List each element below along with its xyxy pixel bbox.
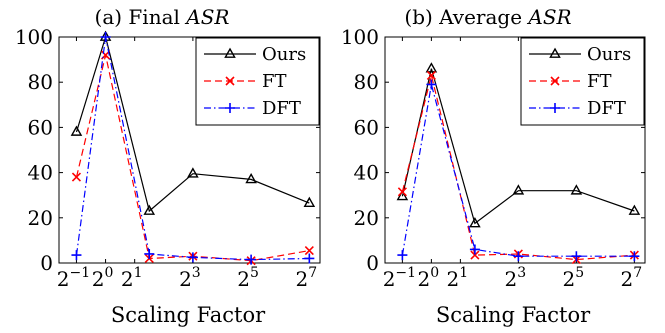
- legend-marker-ours: [549, 47, 561, 58]
- data-point-ours: [628, 204, 641, 215]
- data-point-ft: [304, 246, 314, 256]
- data-point-ft: [426, 70, 436, 80]
- y-tick-label: 0: [366, 251, 379, 275]
- data-point-ours: [245, 172, 257, 184]
- data-point-ft: [71, 172, 82, 182]
- x-tick-label: 20: [92, 265, 114, 291]
- legend-label: FT: [262, 71, 287, 92]
- y-tick-label: 80: [28, 70, 53, 94]
- x-tick-label: 20: [418, 265, 440, 291]
- legend-marker-ft: [225, 76, 235, 86]
- series-line-dft: [75, 36, 310, 261]
- series-line-ours: [75, 34, 310, 213]
- y-tick-label: 60: [28, 115, 53, 139]
- data-point-ours: [570, 184, 583, 195]
- series-dft: [397, 79, 640, 262]
- y-tick-label: 0: [40, 251, 53, 275]
- legend-marker-ours: [224, 47, 236, 58]
- data-point-ours: [396, 189, 409, 201]
- y-tick-label: 100: [15, 25, 53, 49]
- legend-marker-dft: [225, 103, 235, 113]
- series-ours: [396, 62, 641, 228]
- y-tick-label: 80: [354, 70, 379, 94]
- data-point-dft: [629, 251, 640, 262]
- x-tick-label: 23: [505, 265, 527, 291]
- data-point-ft: [397, 187, 407, 197]
- data-point-dft: [426, 79, 437, 90]
- chart-title-metric: ASR: [526, 5, 571, 29]
- data-point-dft: [144, 248, 155, 259]
- data-point-dft: [71, 250, 82, 261]
- x-tick-label: 2−1: [57, 265, 90, 291]
- chart-title: (a) Final ASR: [95, 5, 230, 29]
- legend-label: FT: [587, 71, 612, 92]
- data-point-ours: [425, 62, 438, 73]
- data-point-ft: [470, 250, 480, 260]
- data-point-dft: [187, 252, 198, 263]
- y-tick-label: 100: [341, 25, 379, 49]
- x-axis-label: Scaling Factor: [436, 303, 591, 327]
- data-point-ours: [303, 196, 316, 208]
- y-tick-label: 40: [28, 161, 53, 185]
- y-tick-label: 20: [28, 206, 53, 230]
- x-tick-label: 21: [121, 265, 143, 291]
- x-tick-label: 25: [237, 265, 259, 291]
- data-point-dft: [571, 251, 582, 262]
- data-point-dft: [100, 32, 111, 42]
- chart-title-prefix: (a) Final: [95, 5, 187, 29]
- legend-label: DFT: [587, 98, 626, 119]
- series-line-dft: [401, 84, 635, 257]
- y-tick-label: 60: [354, 115, 379, 139]
- x-axis-label: Scaling Factor: [111, 303, 266, 327]
- data-point-ours: [469, 217, 481, 228]
- x-tick-label: 27: [621, 265, 643, 291]
- plot-frame: [58, 36, 321, 264]
- data-point-dft: [304, 253, 315, 264]
- series-line-ours: [401, 68, 635, 225]
- legend-label: Ours: [262, 44, 306, 65]
- legend: Ours FT DFT: [195, 37, 320, 126]
- y-tick-label: 20: [354, 206, 379, 230]
- data-point-dft: [246, 254, 257, 265]
- series-dft: [71, 32, 315, 265]
- plot-frame: [384, 36, 646, 264]
- legend-label: Ours: [587, 44, 631, 65]
- legend: Ours FT DFT: [520, 37, 645, 126]
- data-point-dft: [513, 251, 524, 262]
- x-tick-label: 23: [179, 265, 201, 291]
- data-point-dft: [397, 250, 408, 261]
- x-tick-label: 21: [447, 265, 469, 291]
- legend-label: DFT: [262, 98, 301, 119]
- legend-marker-dft: [550, 103, 560, 113]
- data-point-ours: [70, 125, 83, 136]
- data-point-ours: [512, 184, 525, 195]
- data-point-dft: [469, 244, 480, 255]
- series-line-ft: [401, 75, 635, 261]
- chart-title-prefix: (b) Average: [404, 5, 528, 29]
- x-tick-label: 2−1: [383, 265, 416, 291]
- x-tick-label: 27: [296, 265, 318, 291]
- y-tick-label: 40: [354, 161, 379, 185]
- series-ours: [70, 30, 316, 215]
- chart-title-metric: ASR: [184, 5, 229, 29]
- chart-title: (b) Average ASR: [404, 5, 571, 29]
- x-tick-label: 25: [563, 265, 585, 291]
- legend-marker-ft: [550, 76, 560, 86]
- data-point-ours: [187, 167, 199, 178]
- data-point-ours: [143, 204, 156, 215]
